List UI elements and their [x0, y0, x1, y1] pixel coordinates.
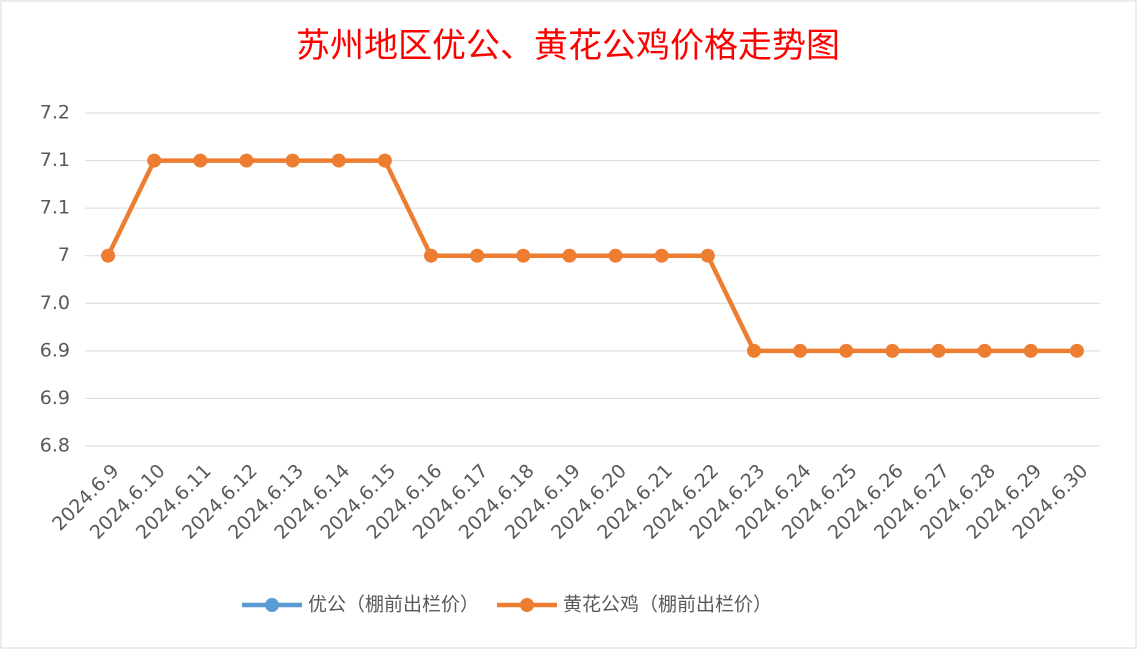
y-tick-label: 7.1 — [40, 197, 70, 219]
data-point — [839, 343, 854, 358]
y-tick-label: 7.1 — [40, 149, 70, 171]
data-point — [562, 248, 577, 263]
data-point — [1069, 343, 1084, 358]
legend-label: 优公（棚前出栏价） — [308, 594, 479, 616]
data-point — [377, 153, 392, 168]
data-point — [700, 248, 715, 263]
data-point — [147, 153, 162, 168]
legend-marker — [265, 598, 279, 612]
legend-marker — [520, 598, 535, 612]
data-point — [931, 343, 946, 358]
data-point — [654, 248, 669, 263]
data-point — [608, 248, 623, 263]
data-point — [977, 343, 992, 358]
data-point — [239, 153, 254, 168]
y-tick-label: 7 — [58, 244, 70, 266]
data-point — [101, 248, 116, 263]
chart-title: 苏州地区优公、黄花公鸡价格走势图 — [296, 26, 840, 66]
data-point — [793, 343, 808, 358]
y-tick-label: 6.9 — [40, 339, 70, 361]
data-point — [285, 153, 300, 168]
data-point — [470, 248, 485, 263]
data-point — [1023, 343, 1038, 358]
y-tick-label: 6.8 — [40, 435, 70, 457]
data-point — [193, 153, 208, 168]
data-point — [424, 248, 439, 263]
y-tick-label: 6.9 — [40, 387, 70, 409]
y-tick-label: 7.0 — [40, 292, 70, 314]
data-point — [331, 153, 346, 168]
y-tick-label: 7.2 — [40, 102, 70, 124]
data-point — [516, 248, 531, 263]
data-point — [885, 343, 900, 358]
series-line — [106, 158, 1077, 354]
legend-label: 黄花公鸡（棚前出栏价） — [563, 594, 772, 616]
data-point — [746, 343, 761, 358]
